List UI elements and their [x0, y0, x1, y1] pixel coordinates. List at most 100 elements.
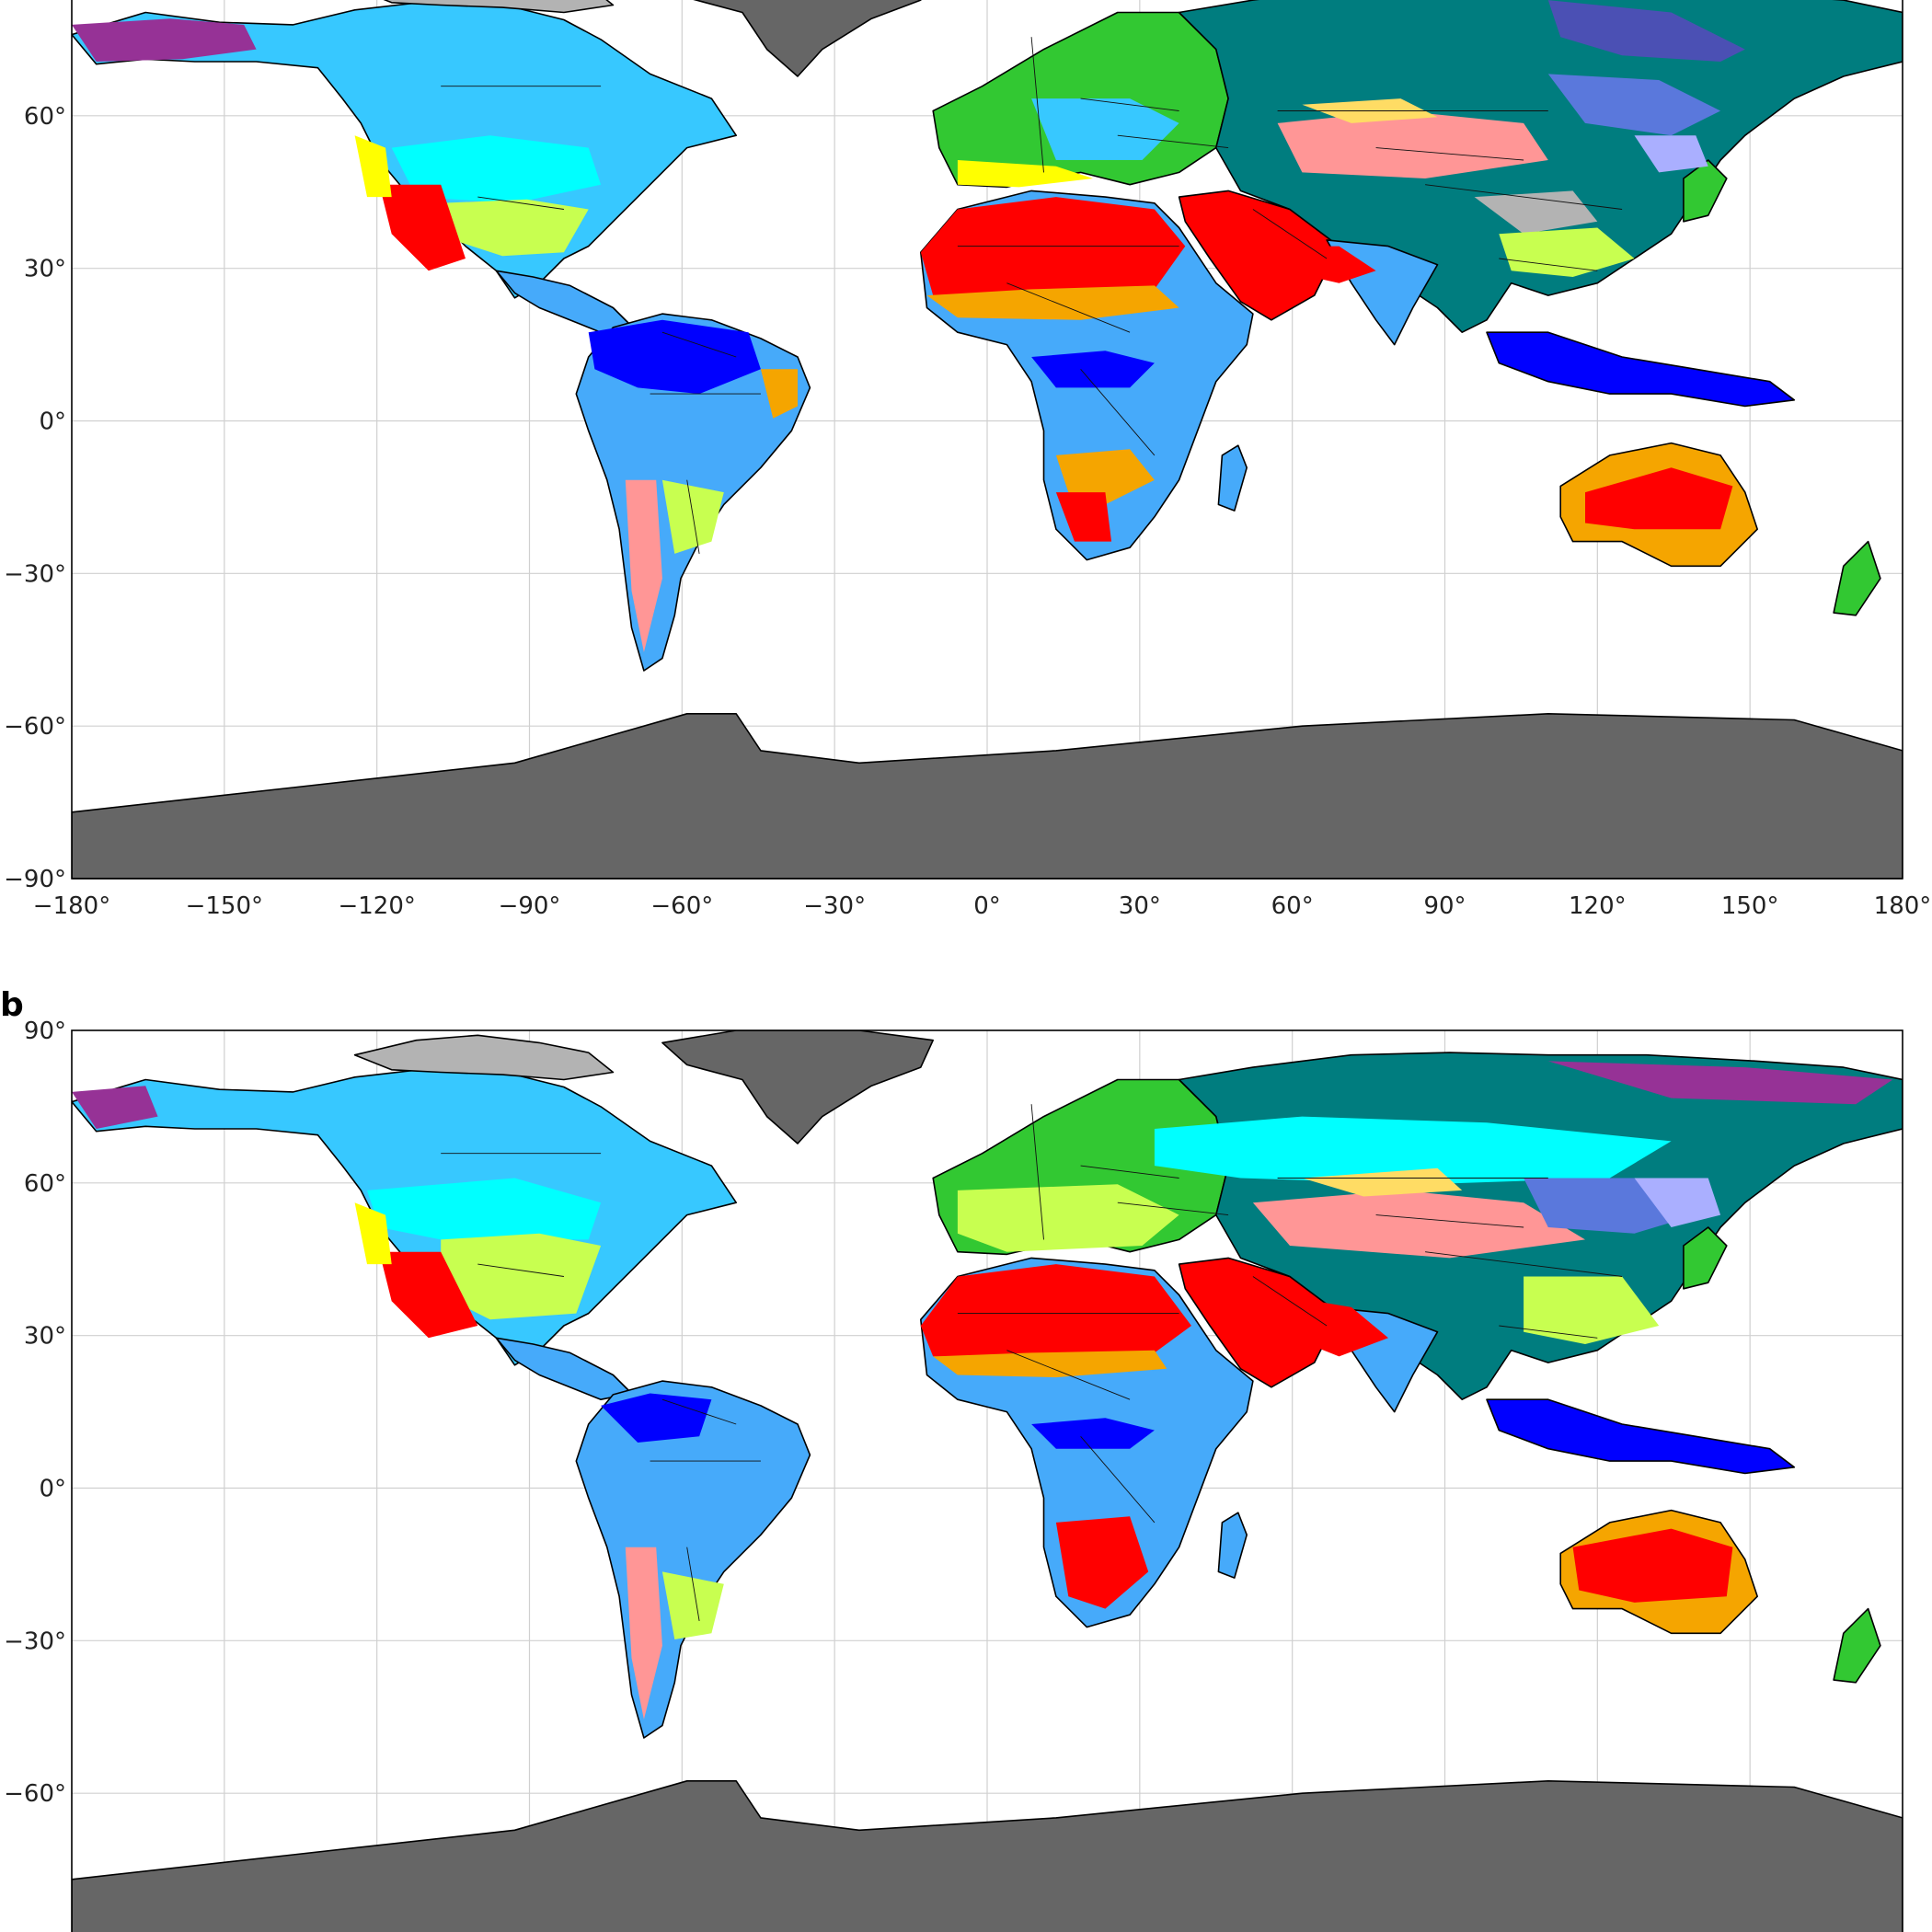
longitude-tick-label: −90° [499, 892, 561, 920]
climate-zone-hot-steppe [926, 285, 1179, 320]
latitude-tick-label: 0° [39, 408, 66, 436]
latitude-tick-label: −60° [4, 1780, 66, 1808]
climate-zone-humid-subtropical [1524, 1276, 1660, 1344]
land-arabia [1178, 1257, 1340, 1388]
longitude-tick-label: −60° [650, 892, 713, 920]
land-arctic-islands [383, 0, 615, 14]
climate-zone-dry-winter-continental [1634, 1178, 1721, 1227]
country-border [1375, 147, 1524, 161]
land-antarctica [72, 1780, 1903, 1932]
climate-zone-hot-desert [379, 1251, 478, 1339]
land-new-zealand [1833, 1607, 1881, 1684]
climate-zone-mediterranean [957, 160, 1093, 188]
land-greenland [693, 0, 922, 77]
longitude-tick-label: −150° [186, 892, 263, 920]
climate-zone-mediterranean [354, 135, 392, 198]
map-frame [71, 1029, 1903, 1932]
map-layer [72, 1030, 1903, 1932]
climate-zone-cold-desert [625, 479, 662, 652]
land-new-zealand [1833, 540, 1881, 616]
climate-zone-dry-summer-subarctic [72, 18, 257, 62]
land-japan [1683, 1226, 1728, 1290]
climate-zone-tropical-rainforest [1031, 351, 1155, 388]
land-antarctica [72, 713, 1903, 880]
climate-zone-hot-desert [1055, 1516, 1149, 1609]
climate-zone-hot-steppe [1055, 449, 1155, 505]
country-border [686, 479, 700, 554]
land-southeast-asia-islands [1486, 1398, 1796, 1475]
climate-zone-hot-desert [1055, 492, 1112, 542]
longitude-tick-label: −120° [338, 892, 415, 920]
map-panel-a: 60°30°0°−30°−60°−90°−180° −150° −120° −90° −… [4, 0, 1931, 920]
climate-zone-humid-continental-warm [1031, 98, 1179, 160]
country-border [1252, 209, 1328, 259]
country-border [477, 1263, 564, 1277]
climate-zone-hot-steppe [760, 369, 798, 419]
climate-zone-extreme-subarctic [1547, 0, 1745, 63]
latitude-tick-label: −60° [4, 713, 66, 741]
land-arabia [1178, 190, 1340, 321]
country-border [661, 1398, 737, 1425]
map-layer [72, 0, 1903, 880]
country-border [1375, 1214, 1524, 1228]
latitude-tick-label: 30° [24, 256, 66, 283]
climate-zone-humid-subtropical [661, 1571, 724, 1639]
climate-zone-dry-summer-subarctic [1547, 1061, 1893, 1105]
country-border [1117, 134, 1229, 149]
country-border [1030, 1104, 1044, 1240]
climate-zone-tropical-rainforest [601, 1393, 712, 1443]
latitude-tick-label: −30° [4, 560, 66, 588]
climate-zone-humid-subtropical [1499, 227, 1635, 277]
climate-zone-hot-desert [920, 1264, 1191, 1357]
climate-zone-cold-desert [1277, 110, 1548, 178]
country-border [1499, 258, 1598, 271]
climate-zone-humid-continental-hot [367, 1178, 602, 1240]
land-southeast-asia-islands [1486, 331, 1796, 408]
country-border [686, 1547, 700, 1621]
land-greenland [661, 1030, 934, 1144]
climate-zone-hot-steppe [933, 1350, 1167, 1378]
latitude-tick-label: 0° [39, 1476, 66, 1503]
longitude-tick-label: 180° [1874, 892, 1932, 920]
country-border [1080, 1165, 1179, 1179]
climate-zone-tropical-rainforest [1031, 1418, 1155, 1449]
climate-zone-humid-subtropical [957, 1184, 1179, 1252]
map-frame [71, 0, 1903, 880]
country-border [477, 196, 564, 210]
longitude-tick-label: 30° [1119, 892, 1161, 920]
latitude-tick-label: 60° [24, 1170, 66, 1198]
climate-zone-hot-desert [1252, 246, 1376, 283]
country-border [1080, 98, 1179, 111]
longitude-tick-label: 0° [973, 892, 1001, 920]
country-border [1006, 1350, 1131, 1400]
climate-zone-tundra [1474, 190, 1598, 235]
country-border [1080, 369, 1156, 456]
country-border [1425, 1251, 1623, 1277]
climate-zone-dry-winter-continental [1634, 135, 1708, 173]
climate-zone-cold-desert [1252, 1190, 1585, 1259]
climate-zone-hot-desert [1572, 1528, 1733, 1603]
longitude-tick-label: 150° [1721, 892, 1779, 920]
latitude-tick-label: −30° [4, 1627, 66, 1655]
longitude-tick-label: 90° [1423, 892, 1466, 920]
land-madagascar [1217, 444, 1248, 512]
climate-zone-humid-continental-hot [391, 135, 602, 203]
country-border [1499, 1325, 1598, 1339]
country-border [1030, 37, 1044, 173]
latitude-tick-label: 60° [24, 103, 66, 131]
country-border [1425, 184, 1623, 210]
country-border [1080, 1436, 1156, 1524]
latitude-tick-label: 30° [24, 1323, 66, 1351]
panel-label: b [0, 986, 24, 1024]
climate-zone-mediterranean [354, 1202, 392, 1265]
country-border [661, 331, 737, 358]
climate-zone-hot-desert [1585, 467, 1733, 530]
climate-zone-humid-continental-hot [1154, 1116, 1672, 1185]
latitude-tick-label: 90° [24, 1018, 66, 1045]
climate-zone-dry-summer-subarctic [72, 1086, 158, 1129]
country-border [1252, 1276, 1328, 1327]
land-arctic-islands [353, 1034, 615, 1081]
climate-zone-tropical-rainforest [588, 319, 761, 395]
climate-zone-humid-subtropical [441, 1233, 602, 1320]
